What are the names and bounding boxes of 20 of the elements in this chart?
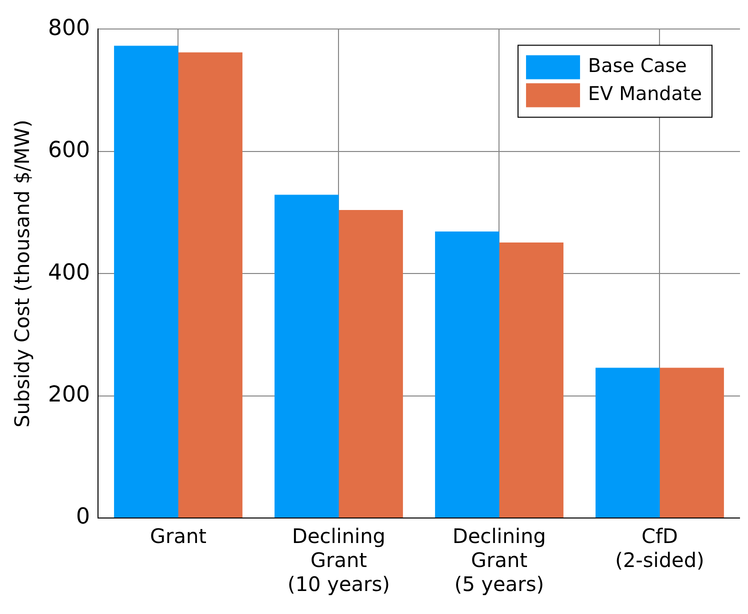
y-tick-label: 600	[48, 138, 90, 164]
x-tick-label: Declining Grant (10 years)	[288, 524, 390, 596]
bar	[660, 368, 724, 518]
bar	[274, 194, 339, 518]
y-tick-label: 800	[48, 16, 90, 41]
y-tick-label: 400	[48, 260, 90, 286]
x-tick-label: Declining Grant (5 years)	[452, 524, 546, 596]
bar	[338, 210, 403, 518]
bar	[435, 231, 500, 518]
legend-label: EV Mandate	[588, 83, 702, 106]
y-axis-title: Subsidy Cost (thousand $/MW)	[10, 120, 34, 428]
bar	[499, 242, 564, 518]
y-tick-label: 200	[48, 382, 90, 408]
bar	[114, 46, 178, 518]
y-tick-label: 0	[76, 504, 90, 530]
x-tick-label: Grant	[150, 524, 207, 548]
bar	[596, 368, 660, 518]
x-tick-label: CfD (2-sided)	[615, 524, 704, 572]
legend-label: Base Case	[588, 55, 687, 78]
bar	[178, 52, 242, 518]
